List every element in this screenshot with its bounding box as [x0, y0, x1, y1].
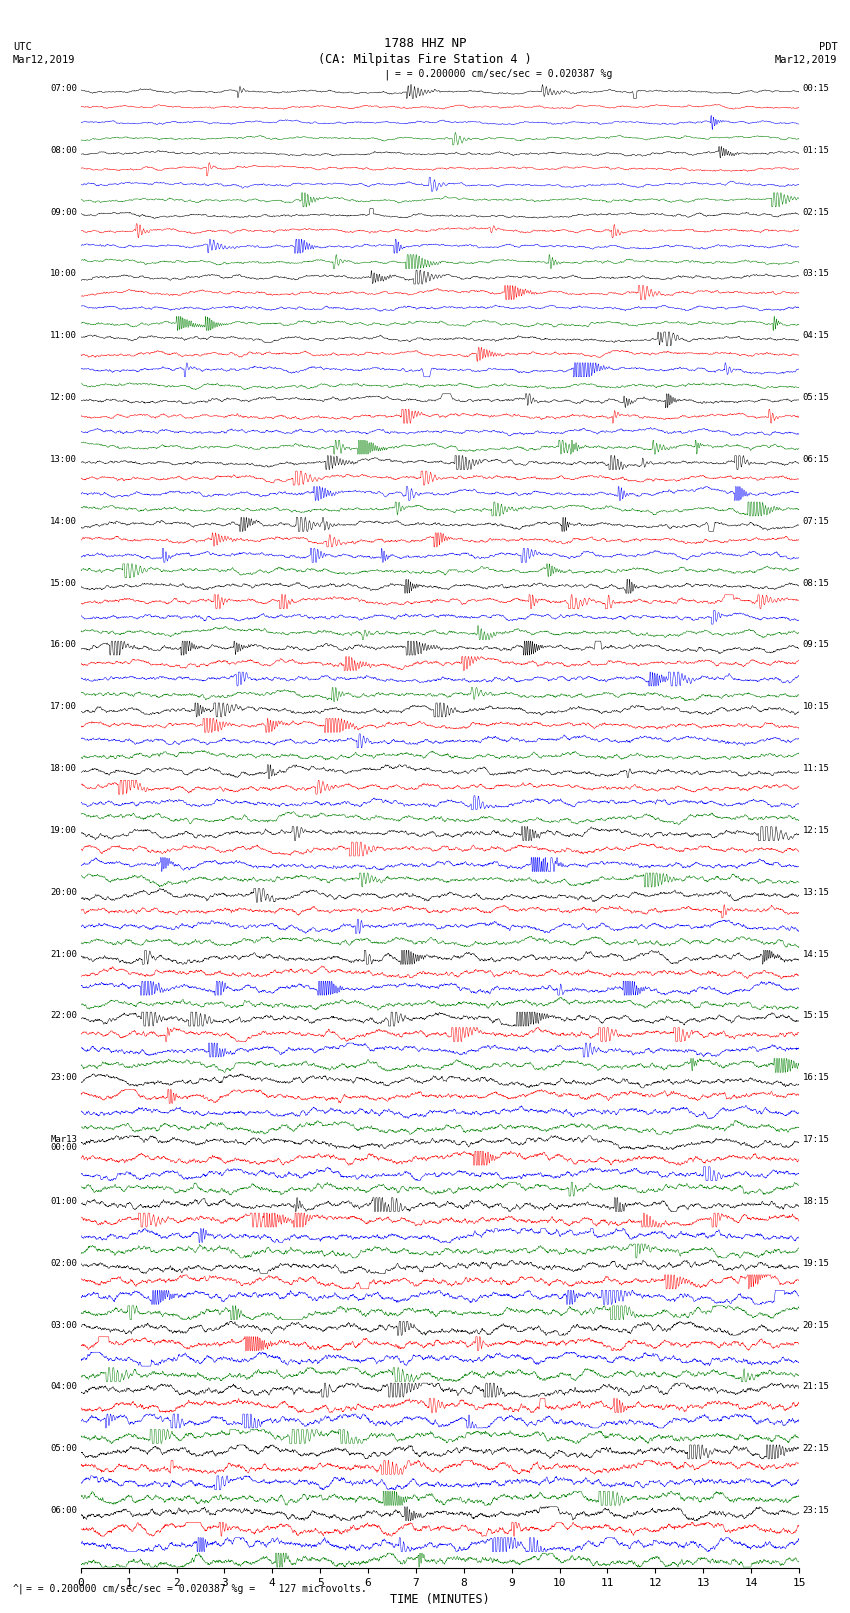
Text: 04:00: 04:00: [50, 1382, 77, 1392]
Text: 18:00: 18:00: [50, 765, 77, 773]
Text: 20:00: 20:00: [50, 887, 77, 897]
Text: 20:15: 20:15: [802, 1321, 830, 1329]
Text: 14:15: 14:15: [802, 950, 830, 958]
Text: 16:00: 16:00: [50, 640, 77, 650]
Text: 06:00: 06:00: [50, 1507, 77, 1515]
Text: 19:15: 19:15: [802, 1258, 830, 1268]
Text: 19:00: 19:00: [50, 826, 77, 836]
Text: Mar13
00:00: Mar13 00:00: [50, 1136, 77, 1152]
Text: 12:15: 12:15: [802, 826, 830, 836]
Text: 09:00: 09:00: [50, 208, 77, 216]
Text: 15:00: 15:00: [50, 579, 77, 587]
Text: 02:00: 02:00: [50, 1258, 77, 1268]
Text: 1788 HHZ NP: 1788 HHZ NP: [383, 37, 467, 50]
Text: 13:15: 13:15: [802, 887, 830, 897]
Text: 00:15: 00:15: [802, 84, 830, 94]
Text: 07:00: 07:00: [50, 84, 77, 94]
Text: = = 0.200000 cm/sec/sec = 0.020387 %g =    127 microvolts.: = = 0.200000 cm/sec/sec = 0.020387 %g = …: [26, 1584, 366, 1594]
X-axis label: TIME (MINUTES): TIME (MINUTES): [390, 1594, 490, 1607]
Text: Mar12,2019: Mar12,2019: [13, 55, 76, 65]
Text: 21:00: 21:00: [50, 950, 77, 958]
Text: 10:15: 10:15: [802, 702, 830, 711]
Text: 18:15: 18:15: [802, 1197, 830, 1207]
Text: UTC: UTC: [13, 42, 31, 52]
Text: 08:00: 08:00: [50, 145, 77, 155]
Text: 10:00: 10:00: [50, 269, 77, 279]
Text: 16:15: 16:15: [802, 1073, 830, 1082]
Text: 22:15: 22:15: [802, 1444, 830, 1453]
Text: (CA: Milpitas Fire Station 4 ): (CA: Milpitas Fire Station 4 ): [318, 53, 532, 66]
Text: 22:00: 22:00: [50, 1011, 77, 1021]
Text: 23:00: 23:00: [50, 1073, 77, 1082]
Text: 01:00: 01:00: [50, 1197, 77, 1207]
Text: Mar12,2019: Mar12,2019: [774, 55, 837, 65]
Text: 14:00: 14:00: [50, 516, 77, 526]
Text: 04:15: 04:15: [802, 331, 830, 340]
Text: 11:00: 11:00: [50, 331, 77, 340]
Text: 17:00: 17:00: [50, 702, 77, 711]
Text: 05:00: 05:00: [50, 1444, 77, 1453]
Text: = = 0.200000 cm/sec/sec = 0.020387 %g: = = 0.200000 cm/sec/sec = 0.020387 %g: [395, 69, 613, 79]
Text: ^|: ^|: [13, 1582, 25, 1594]
Text: 05:15: 05:15: [802, 394, 830, 402]
Text: 07:15: 07:15: [802, 516, 830, 526]
Text: 09:15: 09:15: [802, 640, 830, 650]
Text: 13:00: 13:00: [50, 455, 77, 465]
Text: 08:15: 08:15: [802, 579, 830, 587]
Text: 03:15: 03:15: [802, 269, 830, 279]
Text: 02:15: 02:15: [802, 208, 830, 216]
Text: |: |: [383, 69, 390, 81]
Text: PDT: PDT: [819, 42, 837, 52]
Text: 06:15: 06:15: [802, 455, 830, 465]
Text: 01:15: 01:15: [802, 145, 830, 155]
Text: 12:00: 12:00: [50, 394, 77, 402]
Text: 03:00: 03:00: [50, 1321, 77, 1329]
Text: 11:15: 11:15: [802, 765, 830, 773]
Text: 15:15: 15:15: [802, 1011, 830, 1021]
Text: 17:15: 17:15: [802, 1136, 830, 1144]
Text: 23:15: 23:15: [802, 1507, 830, 1515]
Text: 21:15: 21:15: [802, 1382, 830, 1392]
